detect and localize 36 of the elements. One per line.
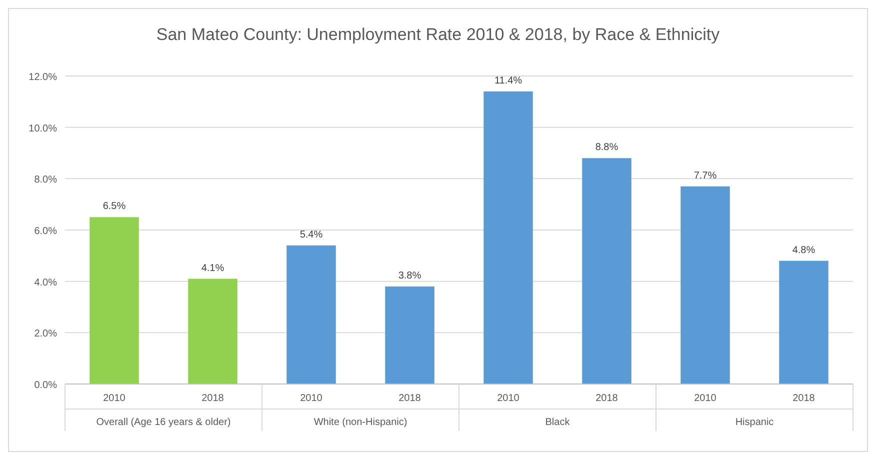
bar	[484, 91, 533, 384]
data-label: 4.1%	[201, 262, 224, 274]
data-label: 4.8%	[792, 244, 816, 256]
data-label: 11.4%	[494, 75, 522, 86]
data-label: 8.8%	[595, 142, 618, 154]
bar	[286, 245, 336, 384]
bar	[385, 286, 434, 384]
x-tick-label: 2018	[398, 393, 422, 404]
x-tick-label: 2010	[497, 393, 520, 404]
x-tick-label: 2010	[300, 393, 323, 404]
y-tick-label: 8.0%	[34, 174, 58, 186]
x-tick-label: 2018	[202, 393, 224, 404]
bar	[188, 278, 238, 384]
x-tick-label: 2018	[596, 393, 618, 404]
data-label: 6.5%	[102, 201, 126, 212]
bar	[680, 186, 730, 384]
bar	[582, 158, 632, 384]
y-tick-label: 6.0%	[34, 226, 58, 237]
data-label: 3.8%	[398, 270, 422, 282]
x-tick-label: 2010	[103, 393, 126, 404]
text: Black	[545, 417, 571, 428]
y-tick-label: 10.0%	[28, 123, 58, 134]
y-tick-label: 4.0%	[34, 277, 58, 288]
data-label: 7.7%	[694, 170, 717, 182]
y-tick-label: 0.0%	[34, 380, 58, 391]
text: Overall (Age 16 years & older)	[96, 417, 231, 428]
text: White (non-Hispanic)	[314, 417, 408, 428]
data-label: 5.4%	[300, 229, 323, 240]
bar	[90, 217, 139, 384]
bar	[779, 260, 828, 384]
chart-title: San Mateo County: Unemployment Rate 2010 & 2018, by Race & Ethnicity	[156, 25, 720, 44]
x-tick-label: 2010	[694, 393, 717, 404]
y-tick-label: 2.0%	[34, 328, 58, 340]
y-tick-label: 12.0%	[28, 72, 58, 83]
x-tick-label: 2018	[792, 393, 816, 404]
text: Hispanic	[735, 417, 774, 428]
